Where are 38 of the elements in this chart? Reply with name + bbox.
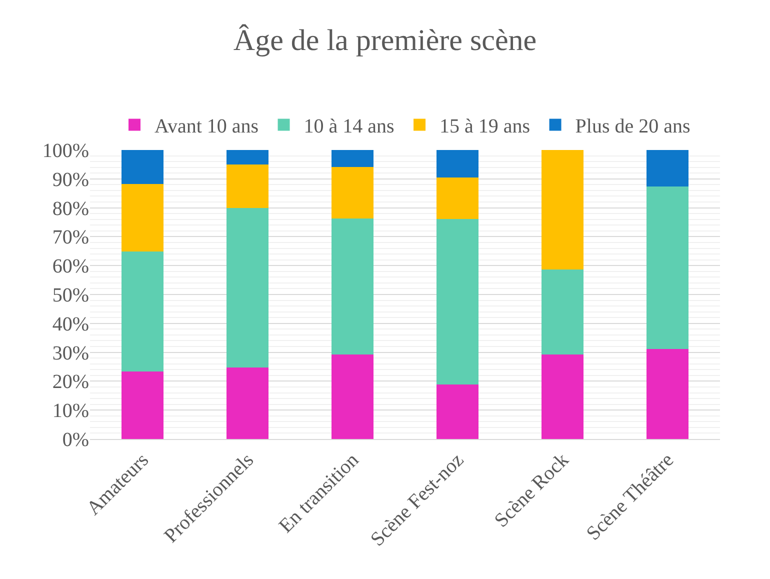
legend-label: 10 à 14 ans bbox=[304, 116, 395, 138]
bar bbox=[332, 150, 374, 168]
bar bbox=[122, 252, 164, 372]
bar bbox=[332, 354, 374, 439]
chart-title: Âge de la première scène bbox=[233, 24, 537, 57]
bar bbox=[226, 150, 268, 164]
y-tick-label: 60% bbox=[52, 256, 89, 278]
y-tick-label: 10% bbox=[52, 400, 89, 422]
y-tick-label: 20% bbox=[52, 371, 89, 394]
y-tick-label: 0% bbox=[62, 429, 89, 451]
y-tick-label: 80% bbox=[52, 198, 89, 220]
bar bbox=[226, 208, 268, 368]
bar bbox=[436, 150, 478, 178]
bar bbox=[226, 164, 268, 208]
bar bbox=[122, 371, 164, 439]
bar bbox=[122, 150, 164, 184]
y-tick-label: 50% bbox=[52, 284, 89, 306]
bar bbox=[226, 367, 268, 439]
legend-label: Plus de 20 ans bbox=[575, 116, 690, 138]
y-tick-label: 70% bbox=[52, 226, 89, 249]
bar bbox=[542, 269, 584, 354]
y-tick-label: 100% bbox=[42, 140, 89, 162]
bar bbox=[542, 354, 584, 439]
bar bbox=[332, 218, 374, 354]
y-tick-label: 40% bbox=[52, 313, 89, 336]
bar bbox=[646, 186, 688, 350]
y-tick-label: 30% bbox=[52, 342, 89, 364]
bar bbox=[646, 349, 688, 439]
legend-label: 15 à 19 ans bbox=[440, 116, 530, 138]
legend-label: Avant 10 ans bbox=[154, 116, 259, 138]
bar bbox=[436, 384, 478, 439]
bar bbox=[436, 178, 478, 220]
bar bbox=[332, 167, 374, 218]
bar bbox=[436, 219, 478, 385]
bar bbox=[542, 150, 584, 270]
bar bbox=[646, 150, 688, 186]
bar bbox=[122, 184, 164, 252]
y-tick-label: 90% bbox=[52, 168, 89, 191]
